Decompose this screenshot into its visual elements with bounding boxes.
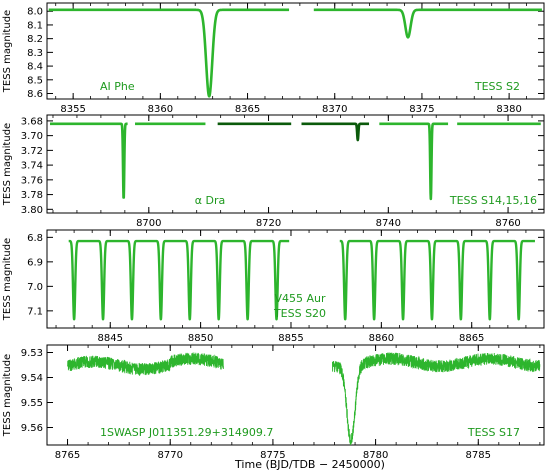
x-tick-label: 8720 [256, 218, 281, 229]
y-tick-label: 3.68 [21, 116, 43, 127]
plot-frame [46, 2, 545, 100]
plot-frame [46, 229, 545, 329]
light-curve [312, 8, 543, 39]
y-tick-label: 7.0 [27, 282, 43, 293]
light-curve-s15 [300, 122, 371, 142]
y-tick-label: 8.4 [27, 62, 43, 73]
y-axis-label: TESS magnitude [2, 354, 13, 437]
sector-label: TESS S2 [474, 80, 520, 93]
light-curve [67, 352, 224, 377]
y-axis-label: TESS magnitude [2, 10, 13, 93]
x-tick-label: 8775 [260, 450, 285, 461]
panel-v455-aur: 8845 8850 8855 8860 8865 6.8 6.9 7.0 7.1 TESS mag… [2, 229, 545, 344]
panel-alpha-dra: 8700 8720 8740 8760 3.68 3.70 3.72 3.74 3.76 3.78… [2, 114, 545, 229]
star-name: V455 Aur [274, 292, 326, 305]
light-curve [67, 239, 291, 321]
y-tick-label: 8.5 [27, 75, 43, 86]
y-tick-label: 8.1 [27, 20, 43, 31]
x-tick-label: 8700 [136, 218, 161, 229]
y-tick-label: 8.2 [27, 34, 43, 45]
x-tick-label: 8770 [157, 450, 182, 461]
y-tick-label: 9.54 [21, 373, 43, 384]
light-curve [332, 352, 541, 445]
x-tick-label: 8850 [188, 333, 213, 344]
x-axis-label: Time (BJD/TDB − 2450000) [234, 458, 385, 471]
y-tick-label: 8.6 [27, 89, 43, 100]
x-tick-label: 8760 [495, 218, 520, 229]
data-layer [67, 239, 537, 321]
y-tick-label: 3.70 [21, 131, 43, 142]
light-curve-s14 [48, 122, 129, 199]
star-name: AI Phe [100, 80, 135, 93]
star-name: 1SWASP J011351.29+314909.7 [100, 426, 273, 439]
y-tick-label: 3.78 [21, 190, 43, 201]
y-tick-label: 9.55 [21, 398, 43, 409]
x-tick-label: 8380 [496, 104, 521, 115]
panel-1swasp: 8765 8770 8775 8780 8785 9.53 9.54 9.55 9.56 TESS… [2, 344, 545, 461]
x-tick-label: 8740 [376, 218, 401, 229]
panel-ai-phe: 8355 8360 8365 8370 8375 8380 8.0 8.1 8.2 8.3 8.4 8… [2, 2, 545, 115]
star-name: α Dra [195, 194, 225, 207]
y-tick-label: 9.53 [21, 348, 43, 359]
y-tick-label: 3.72 [21, 146, 43, 157]
data-layer [48, 122, 542, 201]
x-tick-label: 8370 [322, 104, 347, 115]
x-tick-label: 8765 [55, 450, 80, 461]
x-tick-label: 8360 [148, 104, 173, 115]
y-tick-label: 9.56 [21, 423, 43, 434]
x-tick-label: 8780 [363, 450, 388, 461]
data-layer [67, 352, 541, 445]
x-tick-label: 8365 [235, 104, 260, 115]
x-tick-label: 8860 [369, 333, 394, 344]
sector-label: TESS S17 [467, 426, 520, 439]
sector-label: TESS S20 [273, 307, 326, 320]
data-layer [47, 8, 543, 98]
sector-label: TESS S14,15,16 [449, 194, 537, 207]
x-tick-label: 8355 [60, 104, 85, 115]
x-tick-label: 8845 [98, 333, 123, 344]
y-tick-label: 6.9 [27, 257, 43, 268]
y-tick-label: 6.8 [27, 233, 43, 244]
y-tick-label: 3.74 [21, 161, 43, 172]
x-tick-label: 8865 [459, 333, 484, 344]
y-tick-label: 7.1 [27, 306, 43, 317]
x-tick-label: 8375 [409, 104, 434, 115]
light-curve [47, 8, 290, 98]
light-curve-s16 [378, 122, 450, 201]
x-tick-label: 8855 [278, 333, 303, 344]
y-tick-label: 8.0 [27, 7, 43, 18]
y-tick-label: 8.3 [27, 48, 43, 59]
light-curve [338, 239, 537, 321]
y-axis-label: TESS magnitude [2, 238, 13, 321]
y-tick-label: 3.76 [21, 175, 43, 186]
plot-frame [46, 344, 545, 446]
y-axis-label: TESS magnitude [2, 123, 13, 206]
x-tick-label: 8785 [466, 450, 491, 461]
y-tick-label: 3.80 [21, 205, 43, 216]
plot-frame [46, 114, 545, 214]
